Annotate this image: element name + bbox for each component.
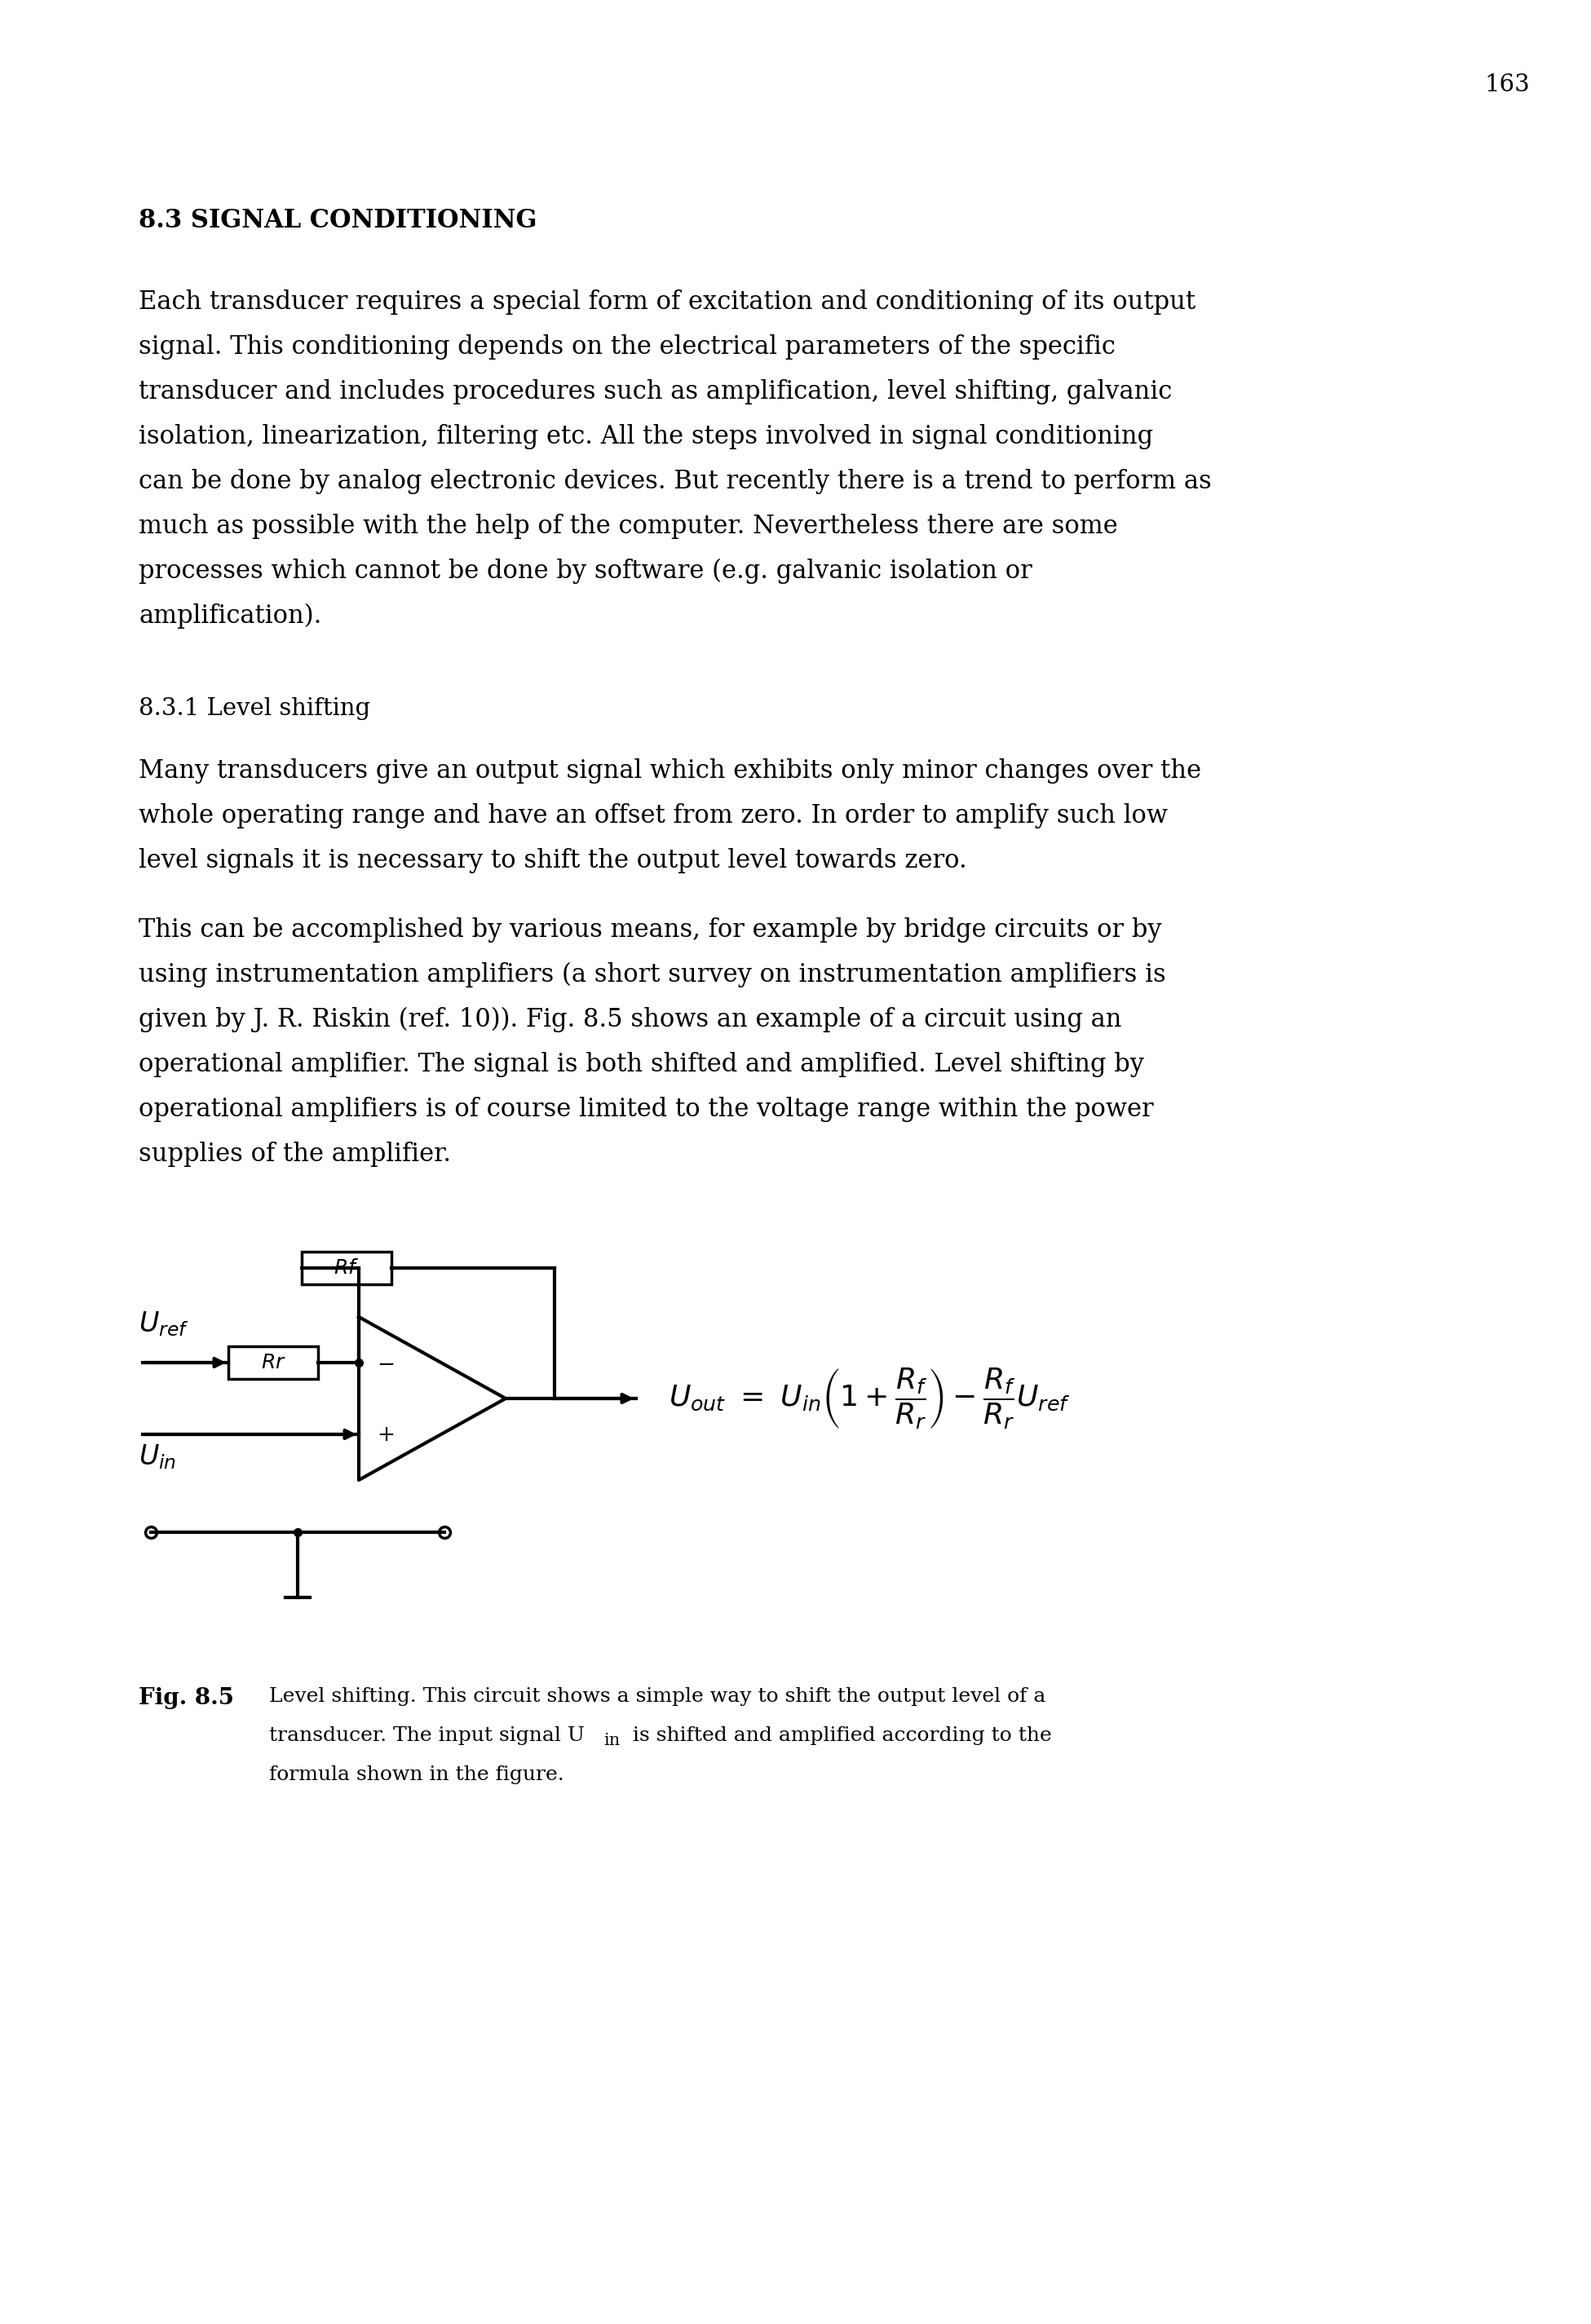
- Text: 8.3.1 Level shifting: 8.3.1 Level shifting: [138, 697, 371, 720]
- Text: using instrumentation amplifiers (a short survey on instrumentation amplifiers i: using instrumentation amplifiers (a shor…: [138, 962, 1166, 988]
- Text: level signals it is necessary to shift the output level towards zero.: level signals it is necessary to shift t…: [138, 848, 967, 874]
- Text: $-$: $-$: [377, 1353, 395, 1373]
- Text: isolation, linearization, filtering etc. All the steps involved in signal condit: isolation, linearization, filtering etc.…: [138, 423, 1153, 449]
- Text: operational amplifiers is of course limited to the voltage range within the powe: operational amplifiers is of course limi…: [138, 1097, 1153, 1122]
- Text: $Rr$: $Rr$: [261, 1353, 286, 1371]
- Text: processes which cannot be done by software (e.g. galvanic isolation or: processes which cannot be done by softwa…: [138, 558, 1033, 583]
- Text: Many transducers give an output signal which exhibits only minor changes over th: Many transducers give an output signal w…: [138, 758, 1201, 783]
- Text: $Rf$: $Rf$: [334, 1260, 360, 1278]
- Text: given by J. R. Riskin (ref. 10)). Fig. 8.5 shows an example of a circuit using a: given by J. R. Riskin (ref. 10)). Fig. 8…: [138, 1006, 1122, 1032]
- Text: This can be accomplished by various means, for example by bridge circuits or by: This can be accomplished by various mean…: [138, 918, 1161, 944]
- Text: supplies of the amplifier.: supplies of the amplifier.: [138, 1141, 452, 1167]
- Text: 163: 163: [1484, 74, 1529, 95]
- Text: Fig. 8.5: Fig. 8.5: [138, 1687, 234, 1708]
- Text: $U_{in}$: $U_{in}$: [138, 1443, 177, 1471]
- Text: formula shown in the figure.: formula shown in the figure.: [269, 1766, 565, 1785]
- Text: $+$: $+$: [377, 1425, 395, 1446]
- Bar: [229, 1346, 318, 1378]
- Text: whole operating range and have an offset from zero. In order to amplify such low: whole operating range and have an offset…: [138, 804, 1168, 827]
- Text: much as possible with the help of the computer. Nevertheless there are some: much as possible with the help of the co…: [138, 514, 1118, 539]
- Text: in: in: [603, 1734, 620, 1748]
- Text: $U_{out}\ =\ U_{in}\left(1+\dfrac{R_f}{R_r}\right)-\dfrac{R_f}{R_r}U_{ref}$: $U_{out}\ =\ U_{in}\left(1+\dfrac{R_f}{R…: [668, 1367, 1071, 1432]
- Text: $U_{ref}$: $U_{ref}$: [138, 1311, 189, 1339]
- Text: Each transducer requires a special form of excitation and conditioning of its ou: Each transducer requires a special form …: [138, 290, 1195, 314]
- Text: transducer. The input signal U: transducer. The input signal U: [269, 1727, 584, 1745]
- Text: transducer and includes procedures such as amplification, level shifting, galvan: transducer and includes procedures such …: [138, 379, 1173, 404]
- Text: signal. This conditioning depends on the electrical parameters of the specific: signal. This conditioning depends on the…: [138, 335, 1115, 360]
- Text: Level shifting. This circuit shows a simple way to shift the output level of a: Level shifting. This circuit shows a sim…: [269, 1687, 1045, 1706]
- Text: amplification).: amplification).: [138, 604, 321, 630]
- Text: can be done by analog electronic devices. But recently there is a trend to perfo: can be done by analog electronic devices…: [138, 469, 1212, 495]
- Text: is shifted and amplified according to the: is shifted and amplified according to th…: [627, 1727, 1052, 1745]
- Text: operational amplifier. The signal is both shifted and amplified. Level shifting : operational amplifier. The signal is bot…: [138, 1053, 1144, 1078]
- Text: 8.3 SIGNAL CONDITIONING: 8.3 SIGNAL CONDITIONING: [138, 207, 538, 232]
- Bar: [302, 1253, 391, 1285]
